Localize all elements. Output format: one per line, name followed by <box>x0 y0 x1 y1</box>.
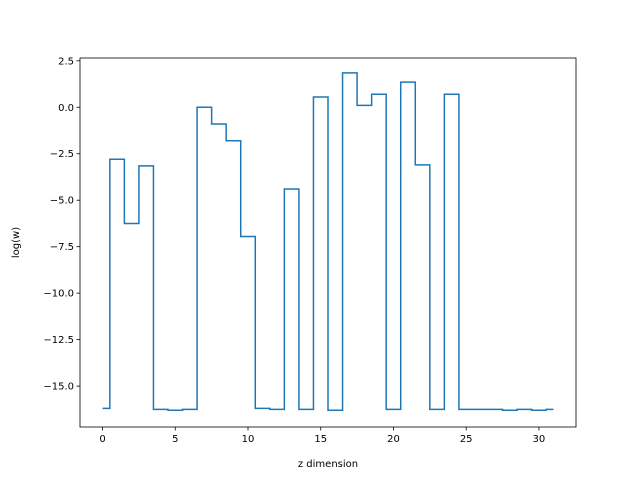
x-axis-ticks: 0 5 10 15 20 25 30 <box>99 427 545 445</box>
x-tick-label: 25 <box>460 434 473 445</box>
x-tick-label: 20 <box>387 434 400 445</box>
y-tick-label: 2.5 <box>58 56 74 67</box>
y-tick-label: −10.0 <box>43 289 74 300</box>
x-tick-label: 0 <box>99 434 105 445</box>
y-tick-label: −15.0 <box>43 382 74 393</box>
axes-frame <box>79 57 577 428</box>
y-tick-label: 0.0 <box>58 103 74 114</box>
x-tick-label: 10 <box>242 434 255 445</box>
y-axis-ticks: 2.5 0.0 −2.5 −5.0 −7.5 −10.0 −12.5 −15.0 <box>43 56 80 393</box>
x-tick-label: 5 <box>172 434 178 445</box>
y-tick-label: −7.5 <box>50 242 74 253</box>
y-tick-label: −2.5 <box>50 149 74 160</box>
y-tick-label: −12.5 <box>43 335 74 346</box>
plot-area <box>102 72 554 412</box>
x-tick-label: 15 <box>314 434 327 445</box>
x-axis-label: z dimension <box>298 459 358 470</box>
y-tick-label: −5.0 <box>50 196 74 207</box>
x-tick-label: 30 <box>533 434 546 445</box>
y-axis-label: log(w) <box>11 227 22 258</box>
series-line-0 <box>102 72 554 412</box>
